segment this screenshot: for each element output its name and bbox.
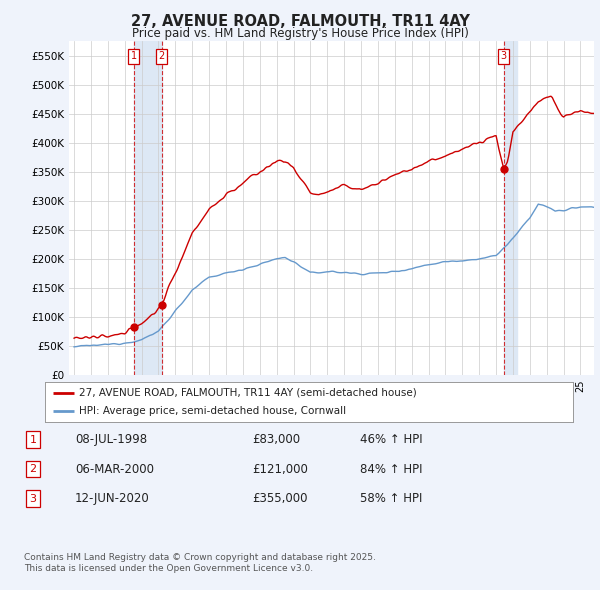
Text: 27, AVENUE ROAD, FALMOUTH, TR11 4AY: 27, AVENUE ROAD, FALMOUTH, TR11 4AY: [131, 14, 469, 30]
Text: £121,000: £121,000: [252, 463, 308, 476]
Bar: [503, 41, 517, 375]
Text: 06-MAR-2000: 06-MAR-2000: [75, 463, 154, 476]
Text: 12-JUN-2020: 12-JUN-2020: [75, 492, 150, 505]
Text: Price paid vs. HM Land Registry's House Price Index (HPI): Price paid vs. HM Land Registry's House …: [131, 27, 469, 40]
Text: 58% ↑ HPI: 58% ↑ HPI: [360, 492, 422, 505]
Text: 84% ↑ HPI: 84% ↑ HPI: [360, 463, 422, 476]
Text: 08-JUL-1998: 08-JUL-1998: [75, 433, 147, 446]
Text: HPI: Average price, semi-detached house, Cornwall: HPI: Average price, semi-detached house,…: [79, 406, 346, 416]
Bar: [134, 41, 161, 375]
Text: £83,000: £83,000: [252, 433, 300, 446]
Text: Contains HM Land Registry data © Crown copyright and database right 2025.: Contains HM Land Registry data © Crown c…: [24, 553, 376, 562]
Text: 27, AVENUE ROAD, FALMOUTH, TR11 4AY (semi-detached house): 27, AVENUE ROAD, FALMOUTH, TR11 4AY (sem…: [79, 388, 417, 398]
Text: £355,000: £355,000: [252, 492, 308, 505]
Text: 2: 2: [158, 51, 164, 61]
Text: 46% ↑ HPI: 46% ↑ HPI: [360, 433, 422, 446]
Text: 3: 3: [29, 494, 37, 503]
Text: 2: 2: [29, 464, 37, 474]
Text: This data is licensed under the Open Government Licence v3.0.: This data is licensed under the Open Gov…: [24, 565, 313, 573]
Text: 1: 1: [131, 51, 137, 61]
Text: 3: 3: [500, 51, 506, 61]
Text: 1: 1: [29, 435, 37, 444]
